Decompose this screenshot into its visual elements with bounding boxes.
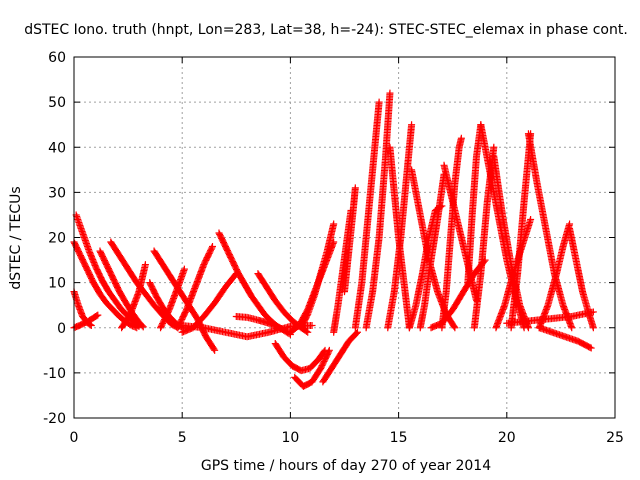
data-point <box>87 321 95 329</box>
data-point <box>375 98 383 106</box>
data-point <box>352 329 360 337</box>
data-series <box>96 247 147 331</box>
x-tick-label: 20 <box>498 430 516 446</box>
data-point <box>524 324 532 332</box>
data-point <box>450 323 458 331</box>
data-series <box>566 224 597 332</box>
data-point <box>586 343 594 351</box>
data-series <box>70 311 102 332</box>
data-point <box>589 308 597 316</box>
data-point <box>330 220 338 228</box>
data-point <box>527 215 535 223</box>
data-series <box>118 261 149 332</box>
data-point <box>139 323 147 331</box>
data-marks <box>70 89 597 390</box>
grid <box>74 57 615 418</box>
x-tick-label: 5 <box>178 430 187 446</box>
plot-frame <box>73 56 616 419</box>
x-tick-label: 0 <box>70 430 79 446</box>
chart-title: dSTEC Iono. truth (hnpt, Lon=283, Lat=38… <box>24 22 628 38</box>
data-point <box>353 328 361 336</box>
data-series <box>470 143 498 332</box>
data-series <box>384 121 416 332</box>
y-tick-label: 0 <box>57 321 66 337</box>
y-tick-label: 60 <box>48 50 66 66</box>
data-point <box>351 184 359 192</box>
data-series <box>178 321 316 341</box>
data-series <box>503 308 597 327</box>
data-series <box>174 243 216 332</box>
data-point <box>325 348 333 356</box>
data-point <box>490 143 498 151</box>
x-tick-label: 10 <box>281 430 299 446</box>
data-point <box>141 261 149 269</box>
data-series <box>291 346 333 390</box>
data-point <box>304 328 312 336</box>
data-point <box>325 346 333 354</box>
axis-ticks: 0 5 10 15 20 25 -20 -10 0 10 20 30 40 50 60 <box>43 50 624 446</box>
y-tick-label: 10 <box>48 276 66 292</box>
data-point <box>180 265 188 273</box>
x-tick-label: 25 <box>606 430 624 446</box>
data-series <box>178 270 240 336</box>
data-point <box>208 243 216 251</box>
data-point <box>210 345 218 353</box>
data-series <box>254 270 312 336</box>
data-series <box>351 98 383 332</box>
y-tick-label: -10 <box>43 366 66 382</box>
y-tick-label: -20 <box>43 411 66 427</box>
data-point <box>568 324 576 332</box>
data-point <box>94 311 102 319</box>
data-point <box>457 134 465 142</box>
y-axis-label: dSTEC / TECUs <box>8 186 24 289</box>
data-point <box>208 244 216 252</box>
data-series <box>416 170 448 332</box>
data-series <box>341 184 359 296</box>
data-series <box>319 328 361 386</box>
data-point <box>386 89 394 97</box>
x-axis-label: GPS time / hours of day 270 of year 2014 <box>201 458 491 474</box>
data-point <box>93 312 101 320</box>
y-tick-label: 30 <box>48 185 66 201</box>
data-series <box>464 121 485 287</box>
data-series <box>362 89 394 332</box>
data-series <box>297 220 338 332</box>
y-tick-label: 50 <box>48 95 66 111</box>
data-series <box>535 324 595 352</box>
data-series <box>157 265 188 332</box>
y-tick-label: 40 <box>48 140 66 156</box>
data-series <box>427 256 489 332</box>
data-point <box>138 322 146 330</box>
data-point <box>302 327 310 335</box>
data-point <box>451 324 459 332</box>
data-point <box>587 344 595 352</box>
data-point <box>211 346 219 354</box>
data-point <box>408 121 416 129</box>
data-point <box>589 324 597 332</box>
data-point <box>308 321 316 329</box>
y-tick-label: 20 <box>48 231 66 247</box>
data-series <box>405 202 446 332</box>
x-tick-label: 15 <box>390 430 408 446</box>
